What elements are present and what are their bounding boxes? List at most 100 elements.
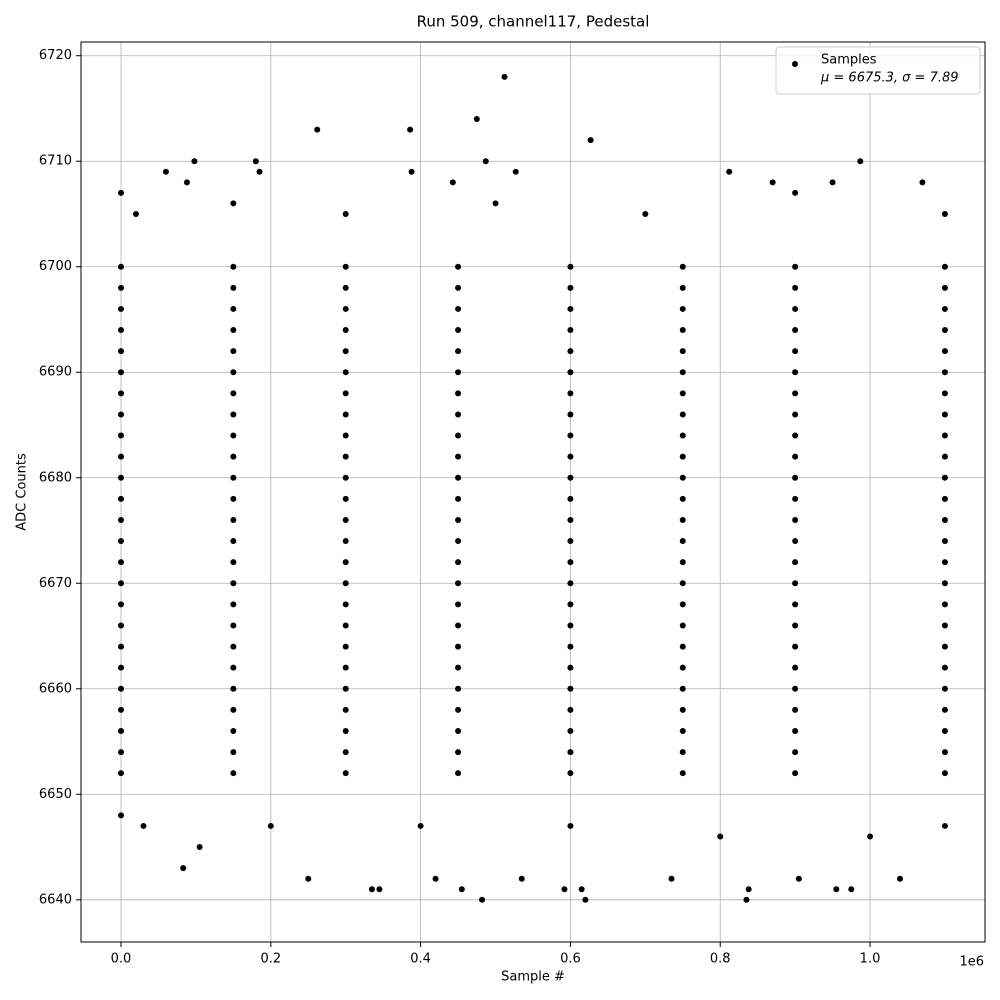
point xyxy=(941,727,948,734)
point xyxy=(117,664,124,671)
point xyxy=(567,284,574,291)
point xyxy=(792,189,799,196)
point xyxy=(342,643,349,650)
point xyxy=(941,453,948,460)
point xyxy=(342,516,349,523)
point xyxy=(679,516,686,523)
point xyxy=(567,327,574,334)
point xyxy=(230,685,237,692)
point xyxy=(230,390,237,397)
x-tick-label: 0.0 xyxy=(111,952,132,967)
point xyxy=(230,706,237,713)
point xyxy=(117,474,124,481)
point xyxy=(314,126,321,133)
y-tick-label: 6650 xyxy=(39,787,72,802)
axes-frame xyxy=(80,41,986,943)
point xyxy=(117,643,124,650)
point xyxy=(455,263,462,270)
point xyxy=(941,706,948,713)
point xyxy=(140,822,147,829)
point xyxy=(376,886,383,893)
legend-note: μ = 6675.3, σ = 7.89 xyxy=(820,71,959,86)
x-tick-label: 1.0 xyxy=(860,952,881,967)
point xyxy=(342,474,349,481)
point xyxy=(342,559,349,566)
point xyxy=(679,580,686,587)
point xyxy=(792,622,799,629)
point xyxy=(458,886,465,893)
point xyxy=(117,559,124,566)
point xyxy=(230,622,237,629)
point xyxy=(792,643,799,650)
point xyxy=(117,601,124,608)
point xyxy=(342,538,349,545)
point xyxy=(455,643,462,650)
point xyxy=(792,390,799,397)
point xyxy=(567,685,574,692)
point xyxy=(567,538,574,545)
point xyxy=(941,664,948,671)
point xyxy=(230,664,237,671)
point xyxy=(941,622,948,629)
point xyxy=(567,453,574,460)
point xyxy=(455,727,462,734)
point xyxy=(117,263,124,270)
point xyxy=(342,411,349,418)
point xyxy=(482,158,489,165)
point xyxy=(919,179,926,186)
x-tick-label: 0.6 xyxy=(560,952,581,967)
point xyxy=(582,896,589,903)
point xyxy=(792,348,799,355)
point xyxy=(679,538,686,545)
point xyxy=(432,875,439,882)
point xyxy=(792,559,799,566)
point xyxy=(455,411,462,418)
point xyxy=(567,727,574,734)
point xyxy=(941,580,948,587)
point xyxy=(230,601,237,608)
point xyxy=(267,822,274,829)
point xyxy=(679,749,686,756)
point xyxy=(792,601,799,608)
point xyxy=(792,538,799,545)
y-axis-label: ADC Counts xyxy=(15,453,30,531)
point xyxy=(792,749,799,756)
point xyxy=(679,453,686,460)
point xyxy=(795,875,802,882)
point xyxy=(342,305,349,312)
point xyxy=(567,348,574,355)
point xyxy=(679,327,686,334)
point xyxy=(117,706,124,713)
point xyxy=(117,749,124,756)
point xyxy=(196,844,203,851)
point xyxy=(455,284,462,291)
x-offset-label: 1e6 xyxy=(959,955,984,970)
point xyxy=(230,263,237,270)
x-tick-label: 0.2 xyxy=(260,952,281,967)
point xyxy=(792,580,799,587)
point xyxy=(679,474,686,481)
point xyxy=(230,369,237,376)
point xyxy=(230,327,237,334)
point xyxy=(501,73,508,80)
point xyxy=(792,263,799,270)
point xyxy=(132,210,139,217)
point xyxy=(726,168,733,175)
point xyxy=(857,158,864,165)
point xyxy=(230,559,237,566)
point xyxy=(717,833,724,840)
point xyxy=(417,822,424,829)
point xyxy=(230,305,237,312)
point xyxy=(941,643,948,650)
point xyxy=(941,327,948,334)
point xyxy=(769,179,776,186)
point xyxy=(941,601,948,608)
point xyxy=(492,200,499,207)
point xyxy=(342,210,349,217)
point xyxy=(455,495,462,502)
point xyxy=(455,305,462,312)
point xyxy=(567,263,574,270)
point xyxy=(941,390,948,397)
point xyxy=(256,168,263,175)
point xyxy=(679,432,686,439)
